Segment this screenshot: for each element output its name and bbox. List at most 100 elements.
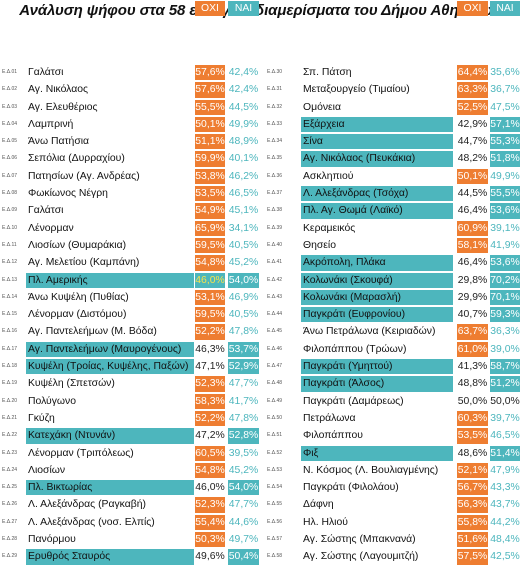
nai-percent: 49,9% — [490, 168, 520, 185]
nai-percent: 40,1% — [228, 151, 259, 167]
nai-percent: 54,0% — [228, 272, 259, 288]
district-name: Λ. Αλεξάνδρας (Ραγκαβή) — [28, 499, 146, 511]
nai-percent: 48,9% — [228, 134, 259, 150]
oxi-percent: 53,5% — [457, 428, 488, 444]
district-name: Αγ. Παντελεήμων (Μαυρογένους) — [26, 341, 194, 358]
district-name: Κυψέλη (Τροίας, Κυψέλης, Παξών) — [26, 359, 194, 375]
district-row: Ε.Δ.03 Αγ. Ελευθέριος 55,5% 44,5% — [0, 99, 260, 116]
district-code: Ε.Δ.23 — [2, 449, 18, 456]
oxi-percent: 46,0% — [195, 480, 225, 496]
nai-percent: 39,7% — [490, 410, 520, 427]
nai-percent: 43,7% — [490, 497, 520, 513]
oxi-percent: 52,2% — [195, 324, 225, 340]
oxi-percent: 54,9% — [195, 203, 225, 219]
district-name: Φιξ — [301, 445, 453, 461]
nai-percent: 46,2% — [228, 168, 259, 185]
nai-percent: 47,7% — [228, 497, 259, 513]
left-oxi-header: ΟΧΙ — [195, 1, 225, 17]
nai-percent: 34,1% — [228, 220, 259, 236]
district-name: Ηλ. Ηλιού — [303, 516, 348, 528]
oxi-percent: 50,3% — [195, 532, 225, 548]
district-name: Γαλάτσι — [28, 67, 64, 78]
district-name: Κατεχάκη (Ντυνάν) — [26, 428, 194, 444]
district-name: Αγ. Ελευθέριος — [28, 101, 98, 113]
district-code: Ε.Δ.01 — [2, 69, 18, 75]
district-name: Ερυθρός Σταυρός — [26, 549, 194, 565]
district-code: Ε.Δ.14 — [2, 293, 18, 300]
district-code: Ε.Δ.05 — [2, 138, 18, 145]
oxi-percent: 63,3% — [457, 82, 488, 98]
district-name: Φιλοπάππου (Τρώων) — [303, 343, 407, 355]
district-row: Ε.Δ.14 Άνω Κυψέλη (Πυθίας) 53,1% 46,9% — [0, 289, 260, 306]
district-name: Αγ. Σώστης (Λαγουμιτζή) — [303, 551, 419, 563]
nai-percent: 70,1% — [490, 289, 520, 306]
district-name: Πατησίων (Αγ. Ανδρέας) — [28, 170, 140, 182]
oxi-percent: 65,9% — [195, 220, 225, 236]
nai-percent: 39,0% — [490, 341, 520, 358]
district-code: Ε.Δ.58 — [267, 553, 283, 560]
district-code: Ε.Δ.51 — [267, 432, 283, 439]
right-nai-header: ΝΑΙ — [490, 1, 520, 17]
district-name: Ασκληπιού — [303, 170, 354, 182]
oxi-percent: 52,3% — [195, 497, 225, 513]
oxi-percent: 50,0% — [457, 393, 488, 409]
district-row: Ε.Δ.51 Φιλοπάππου 53,5% 46,5% — [265, 427, 520, 444]
district-code: Ε.Δ.32 — [267, 103, 283, 110]
district-code: Ε.Δ.46 — [267, 345, 283, 352]
district-code: Ε.Δ.19 — [2, 380, 18, 387]
district-row: Ε.Δ.46 Φιλοπάππου (Τρώων) 61,0% 39,0% — [265, 341, 520, 358]
nai-percent: 52,8% — [228, 428, 259, 444]
district-code: Ε.Δ.22 — [2, 432, 18, 439]
left-nai-header: ΝΑΙ — [228, 1, 259, 17]
district-code: Ε.Δ.06 — [2, 155, 18, 162]
oxi-percent: 53,8% — [195, 168, 225, 185]
nai-percent: 45,2% — [228, 255, 259, 271]
district-code: Ε.Δ.12 — [2, 259, 18, 266]
district-name: Λένορμαν (Διστόμου) — [28, 309, 127, 321]
nai-percent: 36,3% — [490, 324, 520, 340]
district-code: Ε.Δ.31 — [267, 86, 283, 93]
nai-percent: 49,9% — [228, 116, 259, 133]
district-row: Ε.Δ.41 Ακρόπολη, Πλάκα 46,4% 53,6% — [265, 254, 520, 271]
district-name: Γκύζη — [28, 412, 55, 424]
district-row: Ε.Δ.36 Ασκληπιού 50,1% 49,9% — [265, 168, 520, 185]
district-row: Ε.Δ.20 Πολύγωνο 58,3% 41,7% — [0, 393, 260, 410]
oxi-percent: 57,6% — [195, 65, 225, 81]
district-row: Ε.Δ.28 Πανόρμου 50,3% 49,7% — [0, 531, 260, 548]
district-code: Ε.Δ.29 — [2, 553, 18, 560]
district-row: Ε.Δ.04 Λαμπρινή 50,1% 49,9% — [0, 116, 260, 133]
district-row: Ε.Δ.02 Αγ. Νικόλαος 57,6% 42,4% — [0, 81, 260, 98]
nai-percent: 44,5% — [228, 99, 259, 115]
district-code: Ε.Δ.25 — [2, 484, 18, 491]
district-code: Ε.Δ.56 — [267, 518, 283, 525]
district-name: Κολωνάκι (Σκουφά) — [301, 272, 453, 288]
oxi-percent: 41,3% — [457, 359, 488, 375]
nai-percent: 42,4% — [228, 82, 259, 98]
district-name: Πολύγωνο — [28, 395, 76, 407]
left-results-table: Ε.Δ.01 Γαλάτσι 57,6% 42,4% Ε.Δ.02 Αγ. Νικόλαο… — [0, 64, 260, 566]
district-code: Ε.Δ.33 — [267, 120, 283, 127]
district-row: Ε.Δ.32 Ομόνεια 52,5% 47,5% — [265, 99, 520, 116]
oxi-percent: 29,9% — [457, 289, 488, 306]
oxi-percent: 50,1% — [195, 116, 225, 133]
district-code: Ε.Δ.44 — [267, 311, 283, 318]
district-row: Ε.Δ.18 Κυψέλη (Τροίας, Κυψέλης, Παξών) 47,… — [0, 358, 260, 375]
oxi-percent: 55,8% — [457, 514, 488, 531]
district-row: Ε.Δ.17 Αγ. Παντελεήμων (Μαυρογένους) 46,3%… — [0, 341, 260, 358]
nai-percent: 47,7% — [228, 376, 259, 392]
oxi-percent: 47,2% — [195, 428, 225, 444]
district-code: Ε.Δ.02 — [2, 86, 18, 93]
nai-percent: 47,5% — [490, 99, 520, 115]
district-name: Φιλοπάππου — [303, 430, 363, 442]
district-name: Λιοσίων — [28, 464, 66, 476]
oxi-percent: 61,0% — [457, 341, 488, 358]
district-code: Ε.Δ.35 — [267, 155, 283, 162]
district-name: Άνω Πετράλωνα (Κειριαδών) — [303, 326, 436, 338]
district-name: Αγ. Νικόλαος (Πευκάκια) — [301, 151, 453, 167]
right-results-table: Ε.Δ.30 Σπ. Πάτση 64,4% 35,6% Ε.Δ.31 Μεταξουργ… — [265, 64, 520, 566]
district-name: Θησείο — [303, 239, 336, 251]
district-code: Ε.Δ.08 — [2, 190, 18, 197]
oxi-percent: 56,7% — [457, 480, 488, 496]
district-name: Πετράλωνα — [303, 412, 356, 424]
nai-percent: 51,8% — [490, 151, 520, 167]
